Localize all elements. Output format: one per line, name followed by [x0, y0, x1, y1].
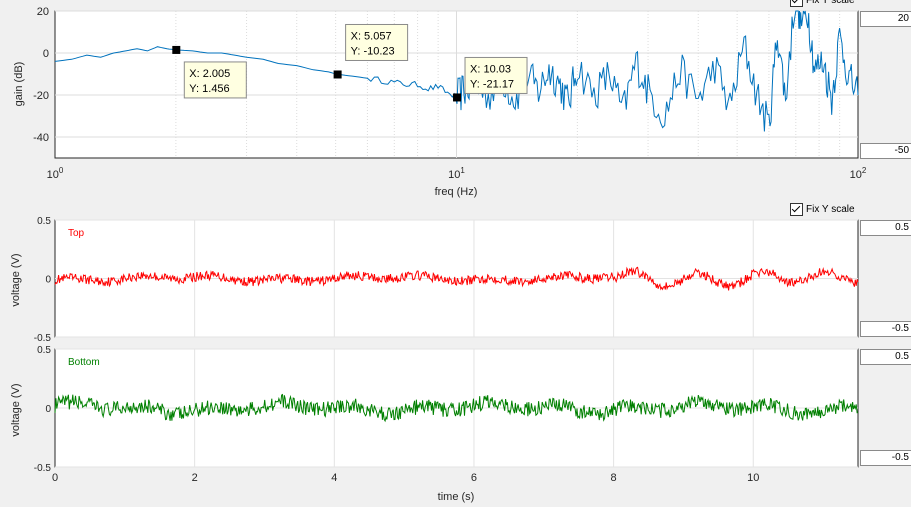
- datatip-x-text: X: 5.057: [351, 30, 392, 42]
- datatip-y-text: Y: -10.23: [351, 45, 395, 57]
- datatip-marker[interactable]: [453, 93, 462, 102]
- top-y-label: voltage (V): [10, 253, 22, 306]
- bottom-series-line: [54, 393, 859, 423]
- gain-datatips: X: 2.005 Y: 1.456 X: 5.057 Y: -10.23 X: 10.0…: [172, 23, 528, 102]
- x-tick-label: 2: [192, 472, 198, 484]
- top-plot: 0.5 0 -0.5 Top voltage (V): [10, 216, 859, 344]
- x-tick-label: 0: [52, 472, 58, 484]
- gain-y-label: gain (dB): [13, 62, 25, 107]
- gain-fix-y-checkbox[interactable]: Fix Y scale: [790, 0, 855, 7]
- x-tick-label: 6: [471, 472, 477, 484]
- datatip-marker[interactable]: [333, 70, 342, 79]
- bottom-plot: 0.50-0.5 0 2 4 6 8 10 Bottom voltage (V) time…: [10, 345, 859, 503]
- top-ymax-input[interactable]: 0.5: [860, 220, 911, 236]
- check-icon: [790, 0, 803, 7]
- datatip-box: [345, 23, 409, 61]
- bottom-y-ticks: 0.5 0 -0.5: [34, 345, 52, 474]
- datatip-y-text: Y: 1.456: [189, 83, 229, 95]
- bottom-series-title: Bottom: [68, 357, 100, 368]
- y-tick-label: 0.5: [37, 345, 51, 356]
- top-ymin-input[interactable]: -0.5: [860, 321, 911, 337]
- top-grid: [55, 219, 858, 338]
- gain-series-line: [54, 10, 859, 132]
- gain-y-ticks: 20 0 -20 -40: [33, 6, 49, 144]
- bottom-x-label: time (s): [438, 491, 475, 503]
- gain-x-tick-label: 101: [448, 166, 465, 181]
- datatip-x-text: X: 10.03: [470, 63, 511, 75]
- gain-fix-y-label: Fix Y scale: [806, 0, 855, 6]
- gain-plot: 200-20-40 100 101 102 freq (Hz) gain (dB) …: [13, 6, 867, 198]
- x-tick-label: 8: [611, 472, 617, 484]
- bottom-ymin-input[interactable]: -0.5: [860, 450, 911, 466]
- gain-ymin-input[interactable]: -50: [860, 143, 911, 159]
- x-tick-label: 10: [747, 472, 759, 484]
- datatip-x-text: X: 2.005: [189, 68, 230, 80]
- gain-y-tick-label: 0: [43, 48, 49, 60]
- bottom-y-label: voltage (V): [10, 383, 22, 436]
- top-series-line: [54, 266, 859, 291]
- datatip-y-text: Y: -21.17: [470, 78, 514, 90]
- y-tick-label: -0.5: [34, 463, 52, 474]
- gain-y-tick-label: -20: [33, 90, 49, 102]
- datatip-marker[interactable]: [172, 45, 181, 54]
- volt-fix-y-checkbox[interactable]: Fix Y scale: [790, 203, 855, 216]
- y-tick-label: -0.5: [34, 333, 52, 344]
- gain-y-tick-label: 20: [37, 6, 49, 18]
- volt-fix-y-label: Fix Y scale: [806, 204, 855, 215]
- datatip-box: [183, 61, 247, 99]
- gain-x-tick-label: 102: [850, 166, 867, 181]
- gain-line: [54, 10, 859, 132]
- x-tick-label: 4: [331, 472, 337, 484]
- gain-y-tick-label: -40: [33, 132, 49, 144]
- top-y-ticks: 0.5 0 -0.5: [34, 216, 52, 344]
- top-series-title: Top: [68, 228, 85, 239]
- bottom-x-ticks: 0 2 4 6 8 10: [52, 472, 759, 484]
- gain-x-ticks: 100 101 102: [47, 166, 867, 181]
- check-icon: [790, 203, 803, 216]
- y-tick-label: 0: [45, 275, 51, 286]
- gain-ymax-input[interactable]: 20: [860, 11, 911, 27]
- y-tick-label: 0.5: [37, 216, 51, 227]
- gain-x-tick-label: 100: [47, 166, 64, 181]
- y-tick-label: 0: [45, 404, 51, 415]
- bottom-ymax-input[interactable]: 0.5: [860, 349, 911, 365]
- datatip-box: [464, 56, 528, 94]
- voltage-line: [54, 393, 859, 423]
- voltage-line: [54, 266, 859, 291]
- gain-x-label: freq (Hz): [435, 186, 478, 198]
